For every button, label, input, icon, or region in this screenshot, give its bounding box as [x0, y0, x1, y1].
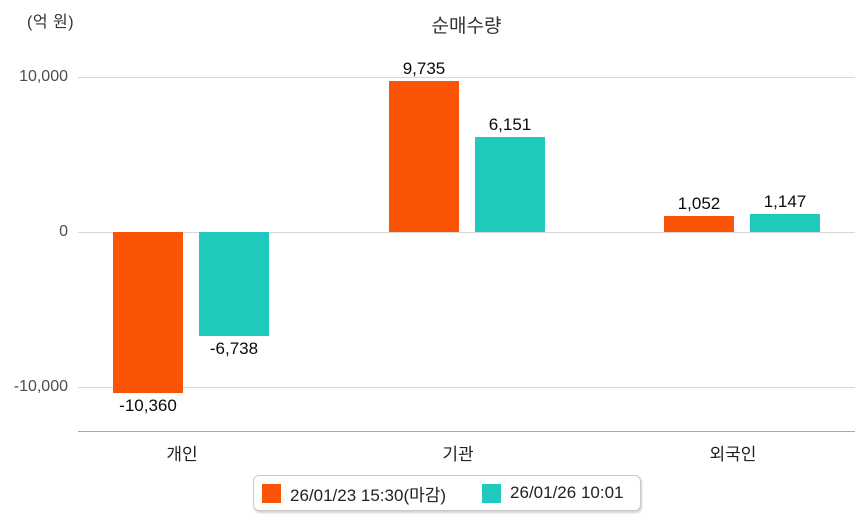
bar-외국인-s2	[750, 214, 820, 232]
legend-swatch-icon	[482, 483, 502, 503]
category-label-개인: 개인	[166, 445, 198, 464]
bar-기관-s1	[389, 81, 459, 232]
bar-value-label: 1,147	[763, 192, 807, 212]
legend-item[interactable]: 26/01/23 15:30(마감)	[262, 481, 446, 506]
category-label-기관: 기관	[442, 445, 474, 464]
bar-value-label: -10,360	[119, 395, 177, 415]
chart-title: 순매수량	[431, 16, 502, 37]
bar-개인-s2	[199, 232, 269, 337]
legend: 26/01/23 15:30(마감) 26/01/26 10:01	[253, 475, 641, 511]
bar-value-label: 6,151	[488, 114, 532, 134]
y-tick-label: -10,000	[13, 378, 68, 395]
gridline	[78, 387, 855, 388]
y-axis-unit-label: (억 원)	[27, 14, 75, 31]
bar-외국인-s1	[664, 215, 734, 232]
gridline	[78, 232, 855, 233]
legend-item-label: 26/01/23 15:30(마감)	[290, 485, 447, 505]
x-axis-line	[78, 431, 855, 432]
bar-개인-s1	[113, 232, 183, 393]
bar-value-label: -6,738	[209, 339, 259, 359]
category-label-외국인: 외국인	[709, 445, 757, 464]
legend-item[interactable]: 26/01/26 10:01	[482, 483, 624, 503]
y-tick-label: 0	[59, 223, 68, 240]
gridline	[78, 77, 855, 78]
legend-item-label: 26/01/26 10:01	[510, 483, 624, 502]
bar-value-label: 1,052	[677, 193, 721, 213]
legend-swatch-icon	[262, 483, 281, 503]
bar-기관-s2	[475, 136, 545, 232]
bar-value-label: 9,735	[402, 59, 446, 79]
y-tick-label: 10,000	[19, 68, 68, 85]
